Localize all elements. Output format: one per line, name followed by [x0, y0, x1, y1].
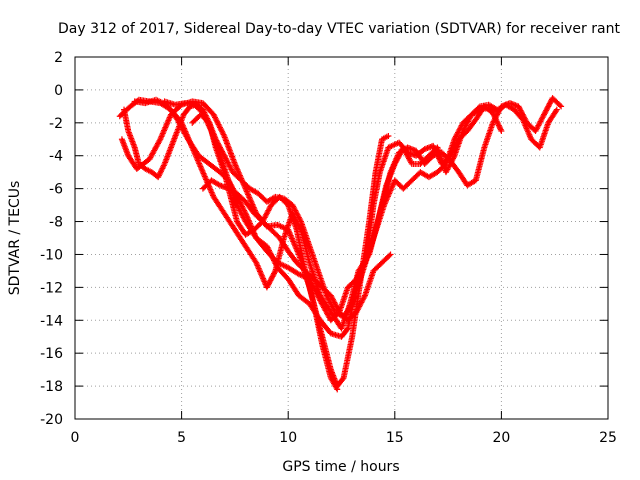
y-tick-label: -10	[40, 247, 63, 263]
y-tick-label: -20	[40, 412, 63, 428]
y-tick-label: 2	[54, 50, 63, 66]
data-point	[497, 126, 504, 133]
y-tick-label: -18	[40, 379, 63, 395]
axes: 0 5 10 15 20 25-20-18-16-14-12-10-8-6-4-202	[40, 50, 617, 446]
data-point	[386, 252, 393, 259]
x-axis-label: GPS time / hours	[282, 459, 399, 475]
y-tick-label: -14	[40, 313, 63, 329]
data-point	[361, 293, 368, 300]
data-point	[431, 145, 438, 152]
y-tick-label: -4	[49, 149, 63, 165]
x-tick-label: 25	[599, 430, 617, 446]
x-tick-label: 0	[71, 430, 80, 446]
data-point	[436, 156, 443, 163]
data-point	[334, 386, 341, 393]
data-point	[496, 123, 503, 130]
data-point	[495, 121, 502, 128]
data-point	[297, 217, 304, 224]
data-point	[495, 122, 502, 129]
chart-title: Day 312 of 2017, Sidereal Day-to-day VTE…	[58, 21, 620, 37]
y-tick-label: -12	[40, 280, 63, 296]
data-point	[430, 142, 437, 149]
data-point	[343, 326, 350, 333]
data-point	[432, 147, 439, 154]
data-point	[497, 125, 504, 132]
data-point	[387, 251, 394, 258]
x-tick-label: 20	[492, 430, 510, 446]
data-point	[498, 128, 505, 135]
y-tick-label: -2	[49, 116, 63, 132]
x-tick-label: 5	[177, 430, 186, 446]
x-tick-label: 10	[279, 430, 297, 446]
y-tick-label: -6	[49, 182, 63, 198]
data-point	[348, 302, 355, 309]
grid-lines	[75, 57, 608, 419]
data-markers	[116, 95, 565, 393]
data-point	[552, 107, 559, 114]
data-point	[271, 269, 278, 276]
x-tick-label: 15	[386, 430, 404, 446]
y-axis-label: SDTVAR / TECUs	[7, 181, 23, 296]
data-point	[430, 144, 437, 151]
y-tick-label: -16	[40, 346, 63, 362]
data-point	[556, 102, 563, 109]
data-point	[553, 106, 560, 113]
y-tick-label: -8	[49, 215, 63, 231]
plot-frame	[74, 56, 609, 420]
y-tick-label: 0	[54, 83, 63, 99]
data-point	[558, 103, 565, 110]
data-point	[339, 376, 346, 383]
data-point	[385, 132, 392, 139]
